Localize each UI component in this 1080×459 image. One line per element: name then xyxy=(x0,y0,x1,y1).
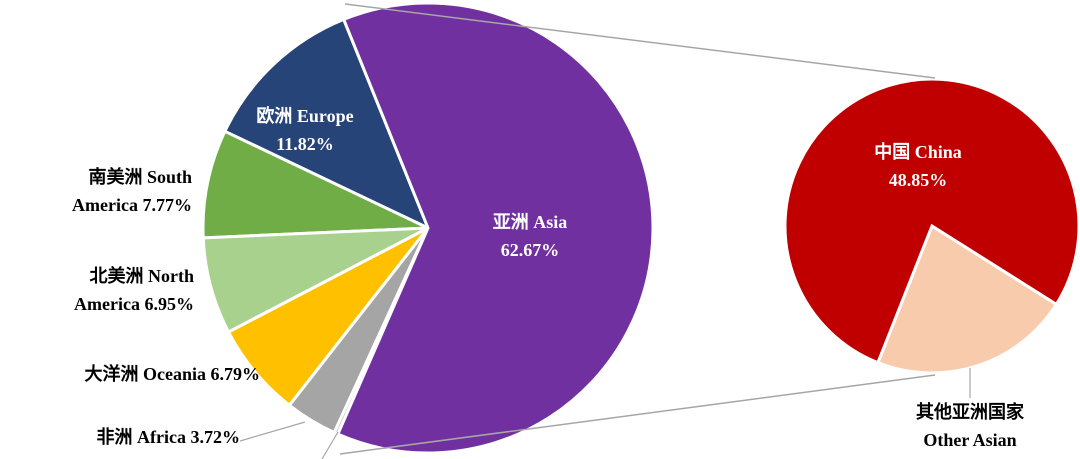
slice-label: 大洋洲 Oceania 6.79% xyxy=(10,360,261,388)
pie-slice xyxy=(875,223,1059,375)
value-label: 6.95% xyxy=(144,294,195,314)
category-label: 非洲 Africa xyxy=(96,427,186,447)
category-label: 大洋洲 Oceania xyxy=(84,364,207,384)
category-label: 亚洲 Asia xyxy=(492,212,568,232)
category-label: 欧洲 Europe xyxy=(256,106,354,126)
connector-line xyxy=(339,374,936,455)
value-label: 6.79% xyxy=(210,364,261,384)
value-label: 11.82% xyxy=(276,134,334,154)
slice-label: 其他亚洲国家 Other Asian xyxy=(895,398,1045,454)
leader-line xyxy=(321,431,339,459)
slice-label: 北美洲 North America 6.95% xyxy=(34,262,194,318)
category-label: 北美洲 North America xyxy=(74,266,194,314)
pie-slice xyxy=(335,1,655,455)
slice-label: 欧洲 Europe 11.82% xyxy=(220,102,390,158)
pie-slice xyxy=(783,77,1080,365)
pie-slice xyxy=(201,129,429,240)
slice-label: 非洲 Africa 3.72% xyxy=(30,423,240,451)
slice-label: 中国 China 48.85% xyxy=(848,138,988,194)
category-label: 中国 China xyxy=(874,142,962,162)
category-label: 其他亚洲国家 Other Asian xyxy=(916,402,1024,450)
value-label: 48.85% xyxy=(888,170,948,190)
value-label: 62.67% xyxy=(500,240,560,260)
connector-line xyxy=(344,3,936,79)
pie-slice xyxy=(222,17,431,232)
value-label: 7.77% xyxy=(142,195,193,215)
leader-line xyxy=(239,421,306,442)
slice-label: 南美洲 South America 7.77% xyxy=(32,163,192,219)
value-label: 3.72% xyxy=(190,427,241,447)
category-label: 南美洲 South America xyxy=(72,167,192,215)
slice-label: 亚洲 Asia 62.67% xyxy=(455,208,605,264)
